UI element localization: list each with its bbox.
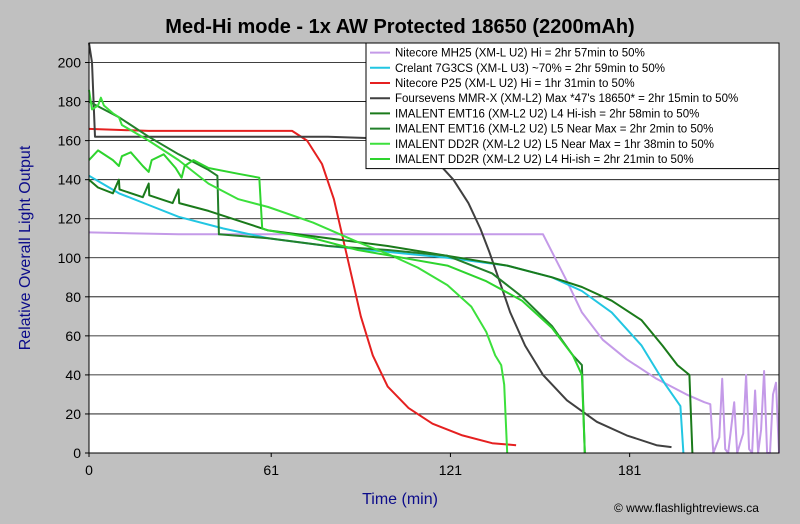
y-tick-label: 100 bbox=[58, 250, 82, 266]
y-tick-label: 20 bbox=[65, 406, 81, 422]
series-line-2 bbox=[88, 174, 685, 454]
x-tick-label: 0 bbox=[85, 462, 93, 478]
series-line-5 bbox=[88, 178, 694, 454]
y-tick-label: 180 bbox=[58, 94, 82, 110]
y-tick-label: 160 bbox=[58, 133, 82, 149]
x-tick-label: 181 bbox=[618, 462, 642, 478]
legend-entry: Nitecore P25 (XM-L U2) Hi = 1hr 31min to… bbox=[395, 78, 635, 90]
y-tick-label: 80 bbox=[65, 289, 81, 305]
series-lines bbox=[88, 42, 780, 454]
x-tick-label: 61 bbox=[263, 462, 279, 478]
legend-entry: IMALENT DD2R (XM-L2 U2) L4 Hi-ish = 2hr … bbox=[395, 154, 694, 166]
legend-entry: Nitecore MH25 (XM-L U2) Hi = 2hr 57min t… bbox=[395, 48, 645, 60]
series-line-1 bbox=[88, 231, 780, 454]
y-axis-label: Relative Overall Light Output bbox=[17, 145, 34, 350]
y-tick-label: 40 bbox=[65, 367, 81, 383]
chart-title: Med-Hi mode - 1x AW Protected 18650 (220… bbox=[165, 16, 634, 38]
x-axis-label: Time (min) bbox=[362, 491, 438, 508]
x-tick-label: 121 bbox=[439, 462, 463, 478]
legend-entry: IMALENT EMT16 (XM-L2 U2) L5 Near Max = 2… bbox=[395, 124, 713, 136]
legend: Nitecore MH25 (XM-L U2) Hi = 2hr 57min t… bbox=[365, 42, 780, 170]
y-ticks: 0 20 40 60 80 100 120 140 160 180 200 bbox=[58, 55, 89, 461]
series-line-3 bbox=[88, 127, 517, 447]
credit-text: © www.flashlightreviews.ca bbox=[614, 501, 759, 515]
legend-entry: IMALENT EMT16 (XM-L2 U2) L4 Hi-ish = 2hr… bbox=[395, 108, 699, 120]
y-tick-label: 140 bbox=[58, 172, 82, 188]
y-tick-label: 200 bbox=[58, 55, 82, 71]
legend-entry: Crelant 7G3CS (XM-L U3) ~70% = 2hr 59min… bbox=[395, 63, 665, 75]
series-line-8 bbox=[88, 149, 586, 454]
y-tick-label: 0 bbox=[73, 445, 81, 461]
legend-entry: Foursevens MMR-X (XM-L2) Max *47's 18650… bbox=[395, 93, 738, 105]
legend-box bbox=[365, 42, 780, 170]
series-line-4 bbox=[88, 42, 672, 449]
legend-entry: IMALENT DD2R (XM-L2 U2) L5 Near Max = 1h… bbox=[395, 139, 714, 151]
x-ticks: 0 61 121 181 bbox=[85, 453, 642, 478]
y-tick-label: 60 bbox=[65, 328, 81, 344]
series-line-7 bbox=[88, 89, 509, 454]
y-tick-label: 120 bbox=[58, 211, 82, 227]
